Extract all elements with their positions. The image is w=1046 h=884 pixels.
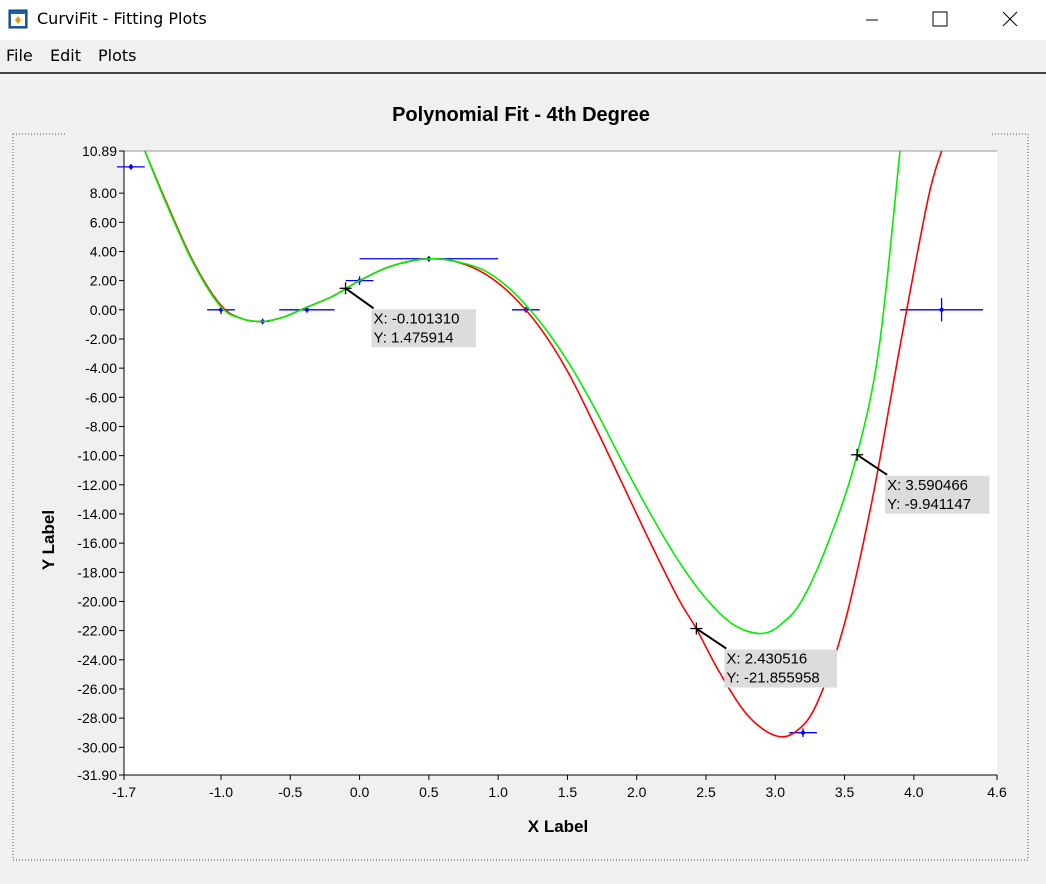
y-tick-label: -4.00 [85, 360, 117, 376]
y-tick-label: -26.00 [77, 681, 117, 697]
y-tick-label: -28.00 [77, 710, 117, 726]
annotation-y-value: Y: 1.475914 [374, 329, 454, 346]
annotation-x-value: X: -0.101310 [374, 310, 460, 327]
menu-edit[interactable]: Edit [50, 46, 81, 65]
x-tick-label: 4.6 [987, 784, 1007, 800]
annotation-box [371, 309, 476, 348]
data-point [801, 730, 805, 735]
window-title: CurviFit - Fitting Plots [37, 9, 207, 28]
y-tick-label: -8.00 [85, 418, 117, 434]
series-line-2 [144, 151, 901, 635]
data-point [939, 307, 944, 312]
annotation-y-value: Y: -21.855958 [726, 670, 819, 687]
x-tick-label: 2.0 [627, 784, 647, 800]
menu-file[interactable]: File [6, 46, 33, 65]
chart-frame [12, 133, 1029, 861]
annotations: X: -0.101310 Y: 1.475914 X: 3.590466 Y: -9.… [339, 282, 990, 688]
y-tick-label: -24.00 [77, 652, 117, 668]
app-icon [8, 9, 28, 29]
close-icon[interactable] [974, 0, 1044, 40]
y-tick-label: 10.89 [82, 143, 117, 159]
y-axis-label: Y Label [39, 510, 58, 570]
y-tick-label: -30.00 [77, 739, 117, 755]
chart-title: Polynomial Fit - 4th Degree [392, 104, 650, 126]
title-bar: CurviFit - Fitting Plots [0, 0, 1046, 40]
maximize-icon[interactable] [904, 0, 974, 40]
y-tick-label: -14.00 [77, 506, 117, 522]
x-tick-label: -0.5 [278, 784, 302, 800]
x-axis-label: X Label [528, 817, 588, 836]
fit-chart[interactable]: Polynomial Fit - 4th Degree 10.89 8.00 6.0… [0, 74, 1046, 880]
y-tick-label: -12.00 [77, 477, 117, 493]
y-tick-label: 0.00 [90, 302, 117, 318]
menu-bar: File Edit Plots [0, 40, 1046, 74]
annotation-leader [856, 453, 888, 476]
frame-border [12, 134, 1029, 861]
y-tick-label: -2.00 [85, 331, 117, 347]
x-tick-label: 3.5 [835, 784, 855, 800]
annotation-box [885, 475, 990, 514]
y-tick-label: -22.00 [77, 623, 117, 639]
y-tick-label: -20.00 [77, 593, 117, 609]
x-tick-label: 4.0 [904, 784, 924, 800]
x-tick-label: 0.0 [350, 784, 370, 800]
annotation-x-value: X: 2.430516 [726, 651, 807, 668]
y-tick-label: -31.90 [77, 767, 117, 783]
annotation-x-value: X: 3.590466 [887, 477, 968, 494]
chart-panel: Polynomial Fit - 4th Degree 10.89 8.00 6.0… [0, 74, 1046, 880]
data-point [304, 307, 309, 312]
x-tick-label: 0.5 [419, 784, 439, 800]
x-tick-label: 2.5 [696, 784, 716, 800]
y-tick-label: -10.00 [77, 448, 117, 464]
y-tick-label: -18.00 [77, 564, 117, 580]
menu-plots[interactable]: Plots [98, 46, 137, 65]
y-tick-label: 4.00 [90, 243, 117, 259]
plot-area [124, 151, 997, 775]
x-axis: -1.7 -1.0 -0.5 0.0 0.5 1.0 1.5 2.0 2.5 3.0 3.5 4.0 4… [112, 774, 1007, 800]
x-tick-label: -1.7 [112, 784, 136, 800]
annotation-leader [695, 627, 727, 650]
x-tick-label: 1.0 [488, 784, 508, 800]
y-tick-label: 6.00 [90, 214, 117, 230]
y-tick-label: -16.00 [77, 535, 117, 551]
y-tick-label: 2.00 [90, 273, 117, 289]
y-tick-label: -6.00 [85, 389, 117, 405]
y-tick-label: 8.00 [90, 185, 117, 201]
annotation-leader [344, 287, 375, 310]
annotation-y-value: Y: -9.941147 [887, 496, 971, 513]
y-axis: 10.89 8.00 6.00 4.00 2.00 0.00 -2.00 -4.00 -6.00… [77, 143, 125, 783]
minimize-icon[interactable] [837, 0, 907, 40]
series-group [144, 151, 943, 738]
x-tick-label: -1.0 [209, 784, 233, 800]
x-tick-label: 1.5 [558, 784, 578, 800]
data-point [128, 164, 133, 169]
x-tick-label: 3.0 [766, 784, 786, 800]
annotation-box [724, 649, 837, 688]
